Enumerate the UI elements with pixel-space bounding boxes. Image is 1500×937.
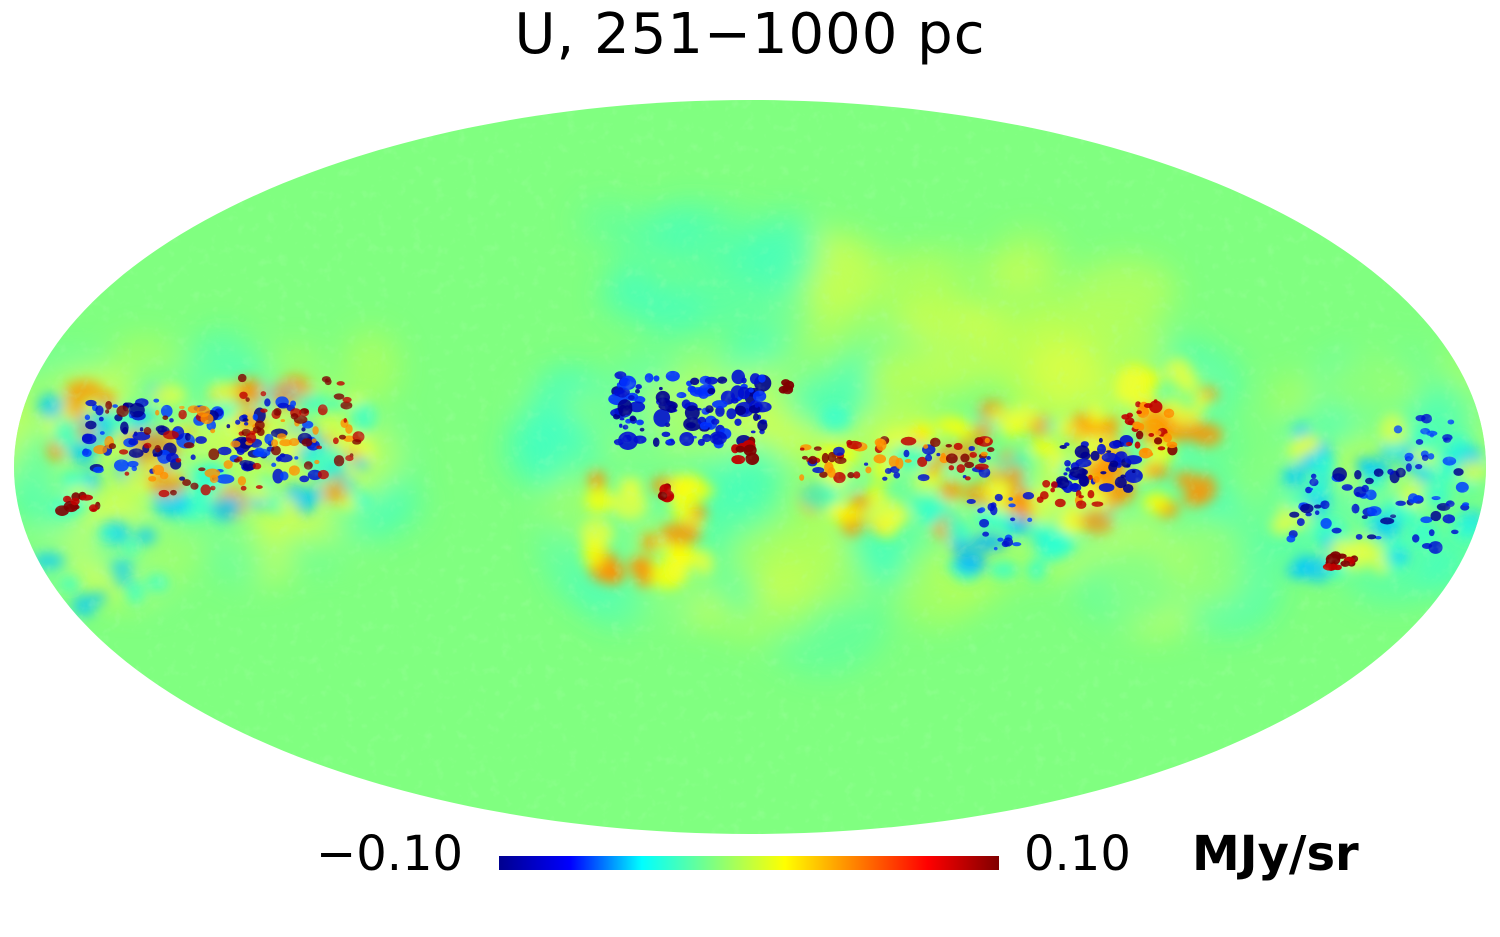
colorbar-unit-label: MJy/sr (1192, 826, 1359, 882)
map-title: U, 251−1000 pc (514, 2, 986, 67)
map-features (14, 100, 1486, 834)
colorbar-min-label: −0.10 (316, 826, 464, 882)
colorbar-gradient (499, 856, 999, 870)
colorbar-max-label: 0.10 (1024, 826, 1131, 882)
colorbar (499, 856, 999, 870)
